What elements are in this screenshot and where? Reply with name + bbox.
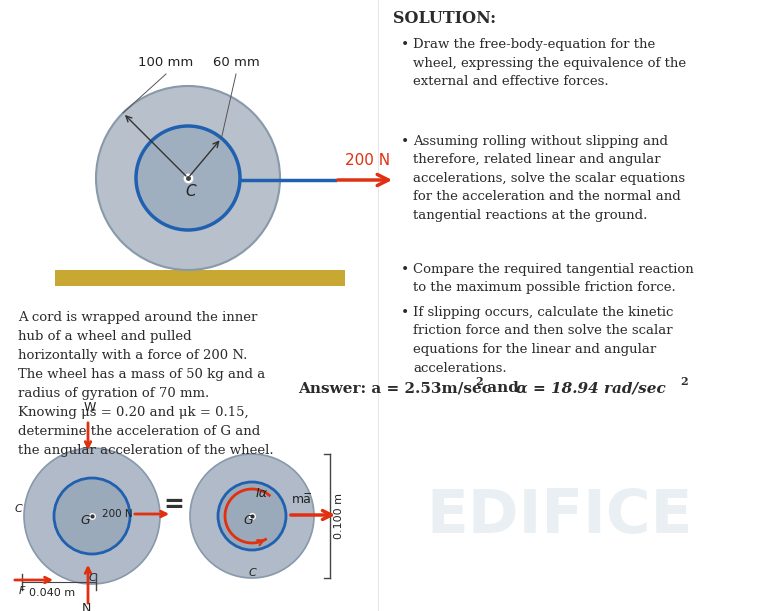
Circle shape	[24, 448, 160, 584]
Text: ma̅: ma̅	[292, 493, 312, 506]
Text: 100 mm: 100 mm	[139, 56, 193, 69]
Text: 200 N: 200 N	[345, 153, 390, 168]
Text: 2: 2	[680, 376, 688, 387]
Text: =: =	[164, 493, 184, 517]
Text: F: F	[19, 586, 25, 596]
Circle shape	[136, 126, 240, 230]
Text: Answer: a = 2.53m/sec: Answer: a = 2.53m/sec	[298, 381, 491, 395]
Text: SOLUTION:: SOLUTION:	[393, 10, 496, 27]
Text: α = 18.94 rad/sec: α = 18.94 rad/sec	[516, 381, 666, 395]
Text: N: N	[81, 602, 91, 611]
Text: W: W	[84, 401, 96, 414]
Text: 2: 2	[475, 376, 482, 387]
Circle shape	[190, 454, 314, 578]
Text: and: and	[482, 381, 524, 395]
Text: Draw the free-body-equation for the
wheel, expressing the equivalence of the
ext: Draw the free-body-equation for the whee…	[413, 38, 686, 88]
Text: If slipping occurs, calculate the kinetic
friction force and then solve the scal: If slipping occurs, calculate the kineti…	[413, 306, 673, 375]
Text: Iα: Iα	[256, 487, 268, 500]
Bar	[55, 270, 345, 286]
Text: •: •	[401, 38, 409, 52]
Text: •: •	[401, 263, 409, 277]
Text: C: C	[88, 573, 96, 583]
Text: G: G	[80, 513, 90, 527]
Text: A cord is wrapped around the inner
hub of a wheel and pulled
horizontally with a: A cord is wrapped around the inner hub o…	[18, 311, 274, 457]
Text: G: G	[244, 513, 253, 527]
Text: C: C	[14, 504, 22, 514]
Text: C: C	[248, 568, 256, 578]
Text: Assuming rolling without slipping and
therefore, related linear and angular
acce: Assuming rolling without slipping and th…	[413, 135, 685, 222]
Text: •: •	[401, 135, 409, 149]
Circle shape	[54, 478, 130, 554]
Text: C: C	[186, 183, 196, 199]
Text: EDIFICE: EDIFICE	[427, 486, 693, 546]
Text: 0.040 m: 0.040 m	[29, 588, 75, 598]
Text: Compare the required tangential reaction
to the maximum possible friction force.: Compare the required tangential reaction…	[413, 263, 694, 295]
Circle shape	[218, 482, 286, 550]
Text: 60 mm: 60 mm	[212, 56, 260, 69]
Text: 200 N: 200 N	[102, 509, 132, 519]
Text: •: •	[401, 306, 409, 320]
Circle shape	[96, 86, 280, 270]
Text: 0.100 m: 0.100 m	[334, 493, 344, 539]
